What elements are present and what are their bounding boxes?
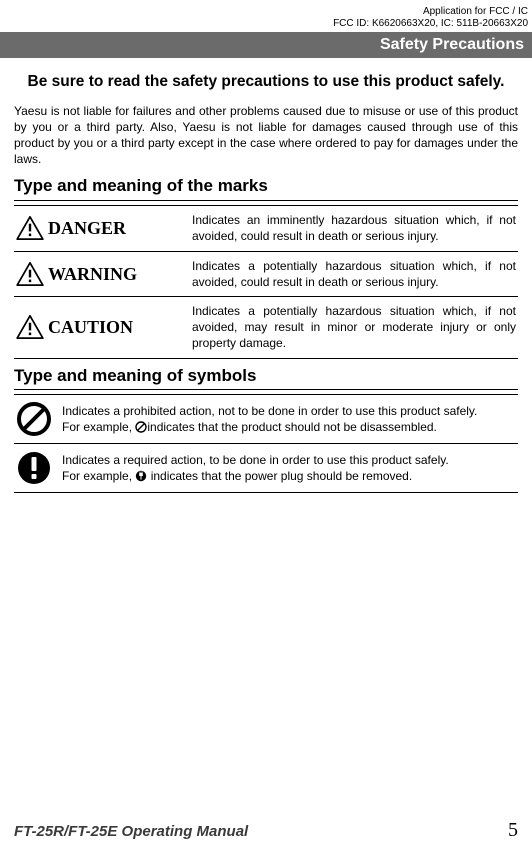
mark-desc: Indicates a potentially hazardous situat…	[192, 303, 516, 352]
mark-desc: Indicates an imminently hazardous situat…	[192, 212, 516, 244]
mark-left: WARNING	[16, 262, 184, 286]
symbols-section-title: Type and meaning of symbols	[14, 365, 518, 391]
mandatory-icon	[16, 450, 52, 486]
manual-title: FT-25R/FT-25E Operating Manual	[14, 822, 248, 842]
prohibit-icon	[16, 401, 52, 437]
symbol-desc-b2: indicates that the power plug should be …	[147, 469, 412, 483]
symbol-desc-b1: For example,	[62, 420, 135, 434]
symbol-row: Indicates a prohibited action, not to be…	[14, 395, 518, 444]
app-line-2: FCC ID: K6620663X20, IC: 511B-20663X20	[0, 18, 528, 30]
symbol-desc: Indicates a required action, to be done …	[62, 452, 516, 484]
marks-section-title: Type and meaning of the marks	[14, 175, 518, 201]
mark-row: CAUTION Indicates a potentially hazardou…	[14, 297, 518, 359]
symbols-table: Indicates a prohibited action, not to be…	[14, 394, 518, 493]
plug-small-icon	[135, 470, 147, 482]
section-header-bar: Safety Precautions	[0, 32, 532, 58]
mark-left: CAUTION	[16, 315, 184, 339]
mark-label: WARNING	[48, 262, 137, 286]
mark-left: DANGER	[16, 216, 184, 240]
symbol-desc: Indicates a prohibited action, not to be…	[62, 403, 516, 435]
prohibit-small-icon	[135, 421, 147, 433]
mark-desc: Indicates a potentially hazardous situat…	[192, 258, 516, 290]
disclaimer-text: Yaesu is not liable for failures and oth…	[14, 103, 518, 168]
symbol-row: Indicates a required action, to be done …	[14, 444, 518, 493]
mark-row: WARNING Indicates a potentially hazardou…	[14, 252, 518, 297]
lead-paragraph: Be sure to read the safety precautions t…	[14, 72, 518, 93]
page-number: 5	[508, 817, 518, 844]
section-header-title: Safety Precautions	[380, 36, 524, 53]
warning-triangle-icon	[16, 315, 44, 339]
symbol-desc-a: Indicates a required action, to be done …	[62, 453, 449, 467]
mark-row: DANGER Indicates an imminently hazardous…	[14, 206, 518, 251]
application-header: Application for FCC / IC FCC ID: K662066…	[0, 0, 532, 30]
warning-triangle-icon	[16, 262, 44, 286]
mark-label: DANGER	[48, 216, 126, 240]
marks-table: DANGER Indicates an imminently hazardous…	[14, 205, 518, 358]
symbol-desc-b2: indicates that the product should not be…	[147, 420, 437, 434]
app-line-1: Application for FCC / IC	[0, 6, 528, 18]
warning-triangle-icon	[16, 216, 44, 240]
mark-label: CAUTION	[48, 315, 133, 339]
symbol-desc-b1: For example,	[62, 469, 135, 483]
page-footer: FT-25R/FT-25E Operating Manual 5	[14, 817, 518, 844]
symbol-desc-a: Indicates a prohibited action, not to be…	[62, 404, 477, 418]
